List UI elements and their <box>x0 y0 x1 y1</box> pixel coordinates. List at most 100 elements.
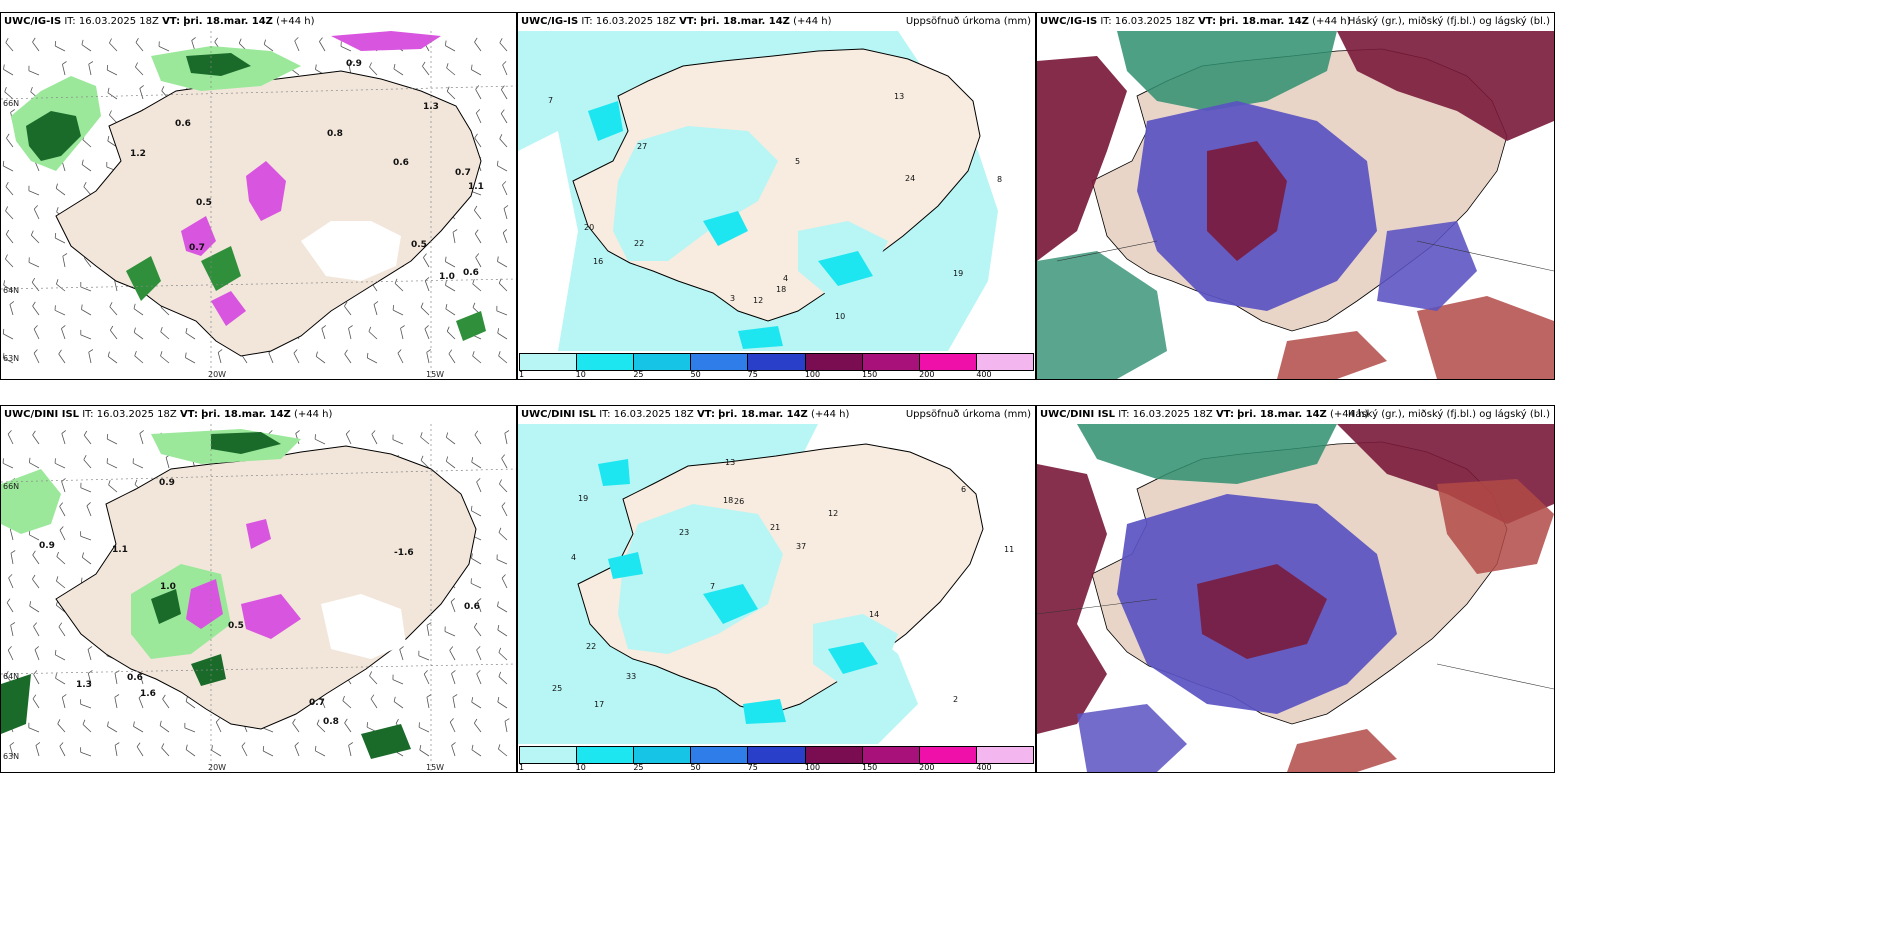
vt-value: þri. 18.mar. 14Z <box>1237 409 1327 420</box>
wind-barb <box>88 64 92 76</box>
wind-barb-flag <box>59 502 64 507</box>
wind-barb-flag <box>497 160 499 166</box>
wind-barb-flag <box>445 40 447 46</box>
wind-barb-flag <box>9 301 15 305</box>
wind-barb <box>502 184 508 196</box>
wind-barb-flag <box>497 256 499 262</box>
wind-barb-flag <box>501 502 506 507</box>
wind-barb <box>86 505 92 517</box>
wind-barb-flag <box>471 744 474 750</box>
wind-barb <box>499 483 508 493</box>
panel-pressure-bottom: UWC/DINI ISL IT: 16.03.2025 18Z VT: þri.… <box>0 405 517 773</box>
precip-map: 2 4 6 7 12 17 18 21 22 23 25 33 26 37 14 19 13 11 <box>518 424 1035 744</box>
glacier-white <box>321 594 406 659</box>
map-value-label: 0.8 <box>327 129 343 139</box>
wind-barb <box>502 64 508 76</box>
wind-barb-flag <box>504 430 510 434</box>
map-area[interactable]: 2 4 6 7 12 17 18 21 22 23 25 33 26 37 14 19 13 11 <box>518 424 1035 744</box>
wind-barb <box>32 434 40 445</box>
map-area[interactable] <box>1037 424 1554 772</box>
map-value-label: 0.5 <box>196 198 212 208</box>
map-value-label: 1.1 <box>112 545 128 555</box>
wind-barb-flag <box>162 694 166 700</box>
wind-barb-flag <box>30 86 33 92</box>
wind-barb-flag <box>472 302 476 308</box>
wind-barb-flag <box>2 352 5 358</box>
map-value-label: 10 <box>835 312 845 321</box>
wind-barb <box>476 481 482 493</box>
wind-barb-flag <box>83 430 88 436</box>
wind-barb <box>82 724 92 733</box>
wind-barb <box>35 745 40 757</box>
wind-barb-flag <box>58 622 63 628</box>
legend-tick: 25 <box>633 370 644 379</box>
map-area[interactable]: 20W 15W 66N 64N 63N 0.8 0.9 0.6 1.1 -1.6 0.7 0… <box>1 424 516 772</box>
lead-time: (+44 h) <box>810 409 850 420</box>
legend-swatch <box>634 747 692 763</box>
wind-barb <box>446 67 456 76</box>
wind-barb-flag <box>88 61 94 65</box>
map-area[interactable]: 20W 15W 66N 64N 63N 0.6 0.7 0.8 1.1 0.5 0.6 0.… <box>1 31 516 379</box>
wind-barb <box>373 304 378 316</box>
wind-barb <box>497 261 508 268</box>
wind-barb-flag <box>2 160 5 166</box>
legend-swatch <box>691 354 749 370</box>
value-labels: 0.6 0.7 0.8 1.1 0.5 0.6 0.7 0.9 1.0 1.3 1.2 0.5 0.6 <box>130 59 484 282</box>
wind-barb <box>28 262 40 268</box>
pink-cells <box>181 161 286 326</box>
precip-cyan-interior <box>618 504 783 654</box>
wind-barb-flag <box>2 328 5 334</box>
cloud-low-ne <box>1337 31 1554 141</box>
wind-barb <box>5 210 14 220</box>
wind-barb <box>445 261 456 268</box>
wind-barb-flag <box>88 349 94 353</box>
it-label: IT: <box>82 409 94 420</box>
map-area[interactable]: 3 4 5 7 8 16 18 20 24 27 22 19 12 10 13 <box>518 31 1035 351</box>
wind-barb-flag <box>238 38 242 44</box>
map-value-label: 18 <box>776 285 786 294</box>
wind-barb-flag <box>471 553 473 559</box>
wind-barb <box>472 283 482 292</box>
wind-barb-flag <box>211 745 213 751</box>
map-area[interactable] <box>1037 31 1554 379</box>
wind-barb-flag <box>502 229 508 233</box>
wind-barb-flag <box>499 38 503 43</box>
legend-tick: 10 <box>575 370 586 379</box>
wind-barb <box>136 746 144 757</box>
wind-barb <box>160 307 170 316</box>
legend-tick: 1 <box>519 763 525 772</box>
panel-header: UWC/DINI ISL IT: 16.03.2025 18Z VT: þri.… <box>518 406 1035 424</box>
wind-barb <box>474 233 482 244</box>
map-value-label: 17 <box>594 700 604 709</box>
wind-barb <box>114 745 118 757</box>
wind-barb <box>33 674 40 685</box>
wind-barb-flag <box>109 38 112 44</box>
legend-tick: 75 <box>747 370 758 379</box>
wind-barb-flag <box>420 302 424 308</box>
wind-barb <box>5 234 14 244</box>
cloud-low-west <box>1037 464 1107 734</box>
cloud-red-se <box>1277 296 1554 379</box>
wind-barb-flag <box>474 133 478 139</box>
legend-tick: 50 <box>690 763 701 772</box>
map-value-label: 1.2 <box>130 149 146 159</box>
precip-cyan-interior <box>613 126 778 261</box>
wind-barb-flag <box>56 576 59 582</box>
wind-barb <box>497 606 508 613</box>
map-value-label: 0.5 <box>411 240 427 250</box>
wind-barb <box>315 356 326 364</box>
wind-barb <box>31 282 40 292</box>
wind-barb <box>81 309 92 316</box>
wind-barb <box>497 332 508 340</box>
wind-barb-flag <box>450 598 456 602</box>
wind-barb-flag <box>473 622 478 628</box>
wind-barb-flag <box>399 646 404 650</box>
wind-barb-flag <box>10 550 16 554</box>
wind-barb-flag <box>498 744 501 750</box>
wind-barb <box>55 45 66 52</box>
wind-barb-flag <box>185 744 188 750</box>
wind-barb <box>165 457 170 469</box>
wind-barb <box>114 280 118 292</box>
wind-barb <box>7 433 14 445</box>
wind-barb <box>445 308 456 316</box>
